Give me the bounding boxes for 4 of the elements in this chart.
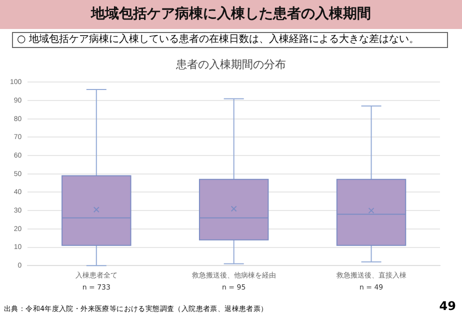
text: 49 bbox=[439, 299, 456, 313]
chart-subtitle: ○ 地域包括ケア病棟に入棟している患者の在棟日数は、入棟経路による大きな差はない。 bbox=[12, 32, 448, 48]
text: 患者の入棟期間の分布 bbox=[175, 57, 287, 72]
chart-title: 地域包括ケア病棟に入棟した患者の入棟期間 bbox=[0, 0, 462, 29]
